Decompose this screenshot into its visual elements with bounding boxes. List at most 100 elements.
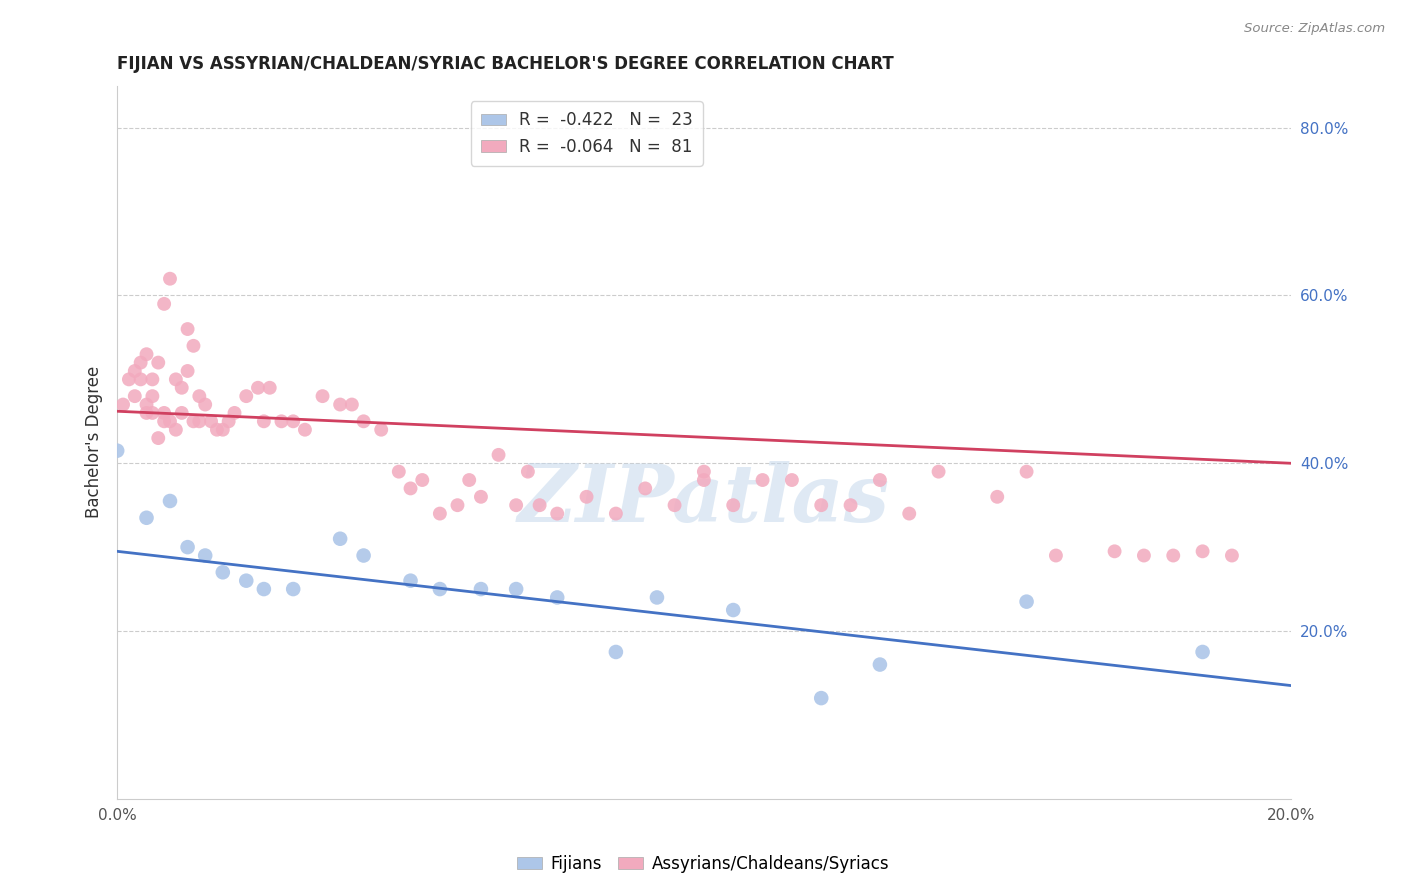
- Point: [235, 389, 257, 403]
- Point: [183, 339, 205, 353]
- Point: [153, 406, 176, 420]
- Point: [353, 414, 375, 428]
- Point: [246, 381, 269, 395]
- Point: [780, 473, 803, 487]
- Point: [399, 482, 422, 496]
- Point: [253, 414, 276, 428]
- Point: [1045, 549, 1067, 563]
- Point: [329, 398, 352, 412]
- Point: [211, 566, 233, 580]
- Point: [388, 465, 411, 479]
- Point: [411, 473, 433, 487]
- Point: [370, 423, 392, 437]
- Point: [224, 406, 246, 420]
- Point: [353, 549, 375, 563]
- Point: [170, 381, 193, 395]
- Point: [129, 372, 152, 386]
- Point: [124, 364, 146, 378]
- Y-axis label: Bachelor's Degree: Bachelor's Degree: [86, 366, 103, 518]
- Point: [153, 414, 176, 428]
- Point: [1015, 465, 1038, 479]
- Point: [283, 582, 305, 596]
- Point: [129, 356, 152, 370]
- Point: [1161, 549, 1184, 563]
- Point: [869, 473, 891, 487]
- Point: [693, 465, 716, 479]
- Point: [839, 498, 862, 512]
- Legend: Fijians, Assyrians/Chaldeans/Syriacs: Fijians, Assyrians/Chaldeans/Syriacs: [510, 848, 896, 880]
- Point: [470, 582, 492, 596]
- Point: [1015, 594, 1038, 608]
- Point: [188, 414, 211, 428]
- Point: [575, 490, 598, 504]
- Point: [211, 423, 233, 437]
- Point: [928, 465, 950, 479]
- Point: [634, 482, 657, 496]
- Point: [546, 591, 568, 605]
- Point: [105, 443, 128, 458]
- Point: [1191, 645, 1213, 659]
- Text: Source: ZipAtlas.com: Source: ZipAtlas.com: [1244, 22, 1385, 36]
- Point: [664, 498, 686, 512]
- Point: [1133, 549, 1156, 563]
- Text: ZIPatlas: ZIPatlas: [517, 460, 890, 538]
- Point: [505, 582, 527, 596]
- Point: [218, 414, 240, 428]
- Point: [721, 603, 744, 617]
- Point: [148, 356, 170, 370]
- Point: [429, 582, 451, 596]
- Point: [124, 389, 146, 403]
- Point: [165, 372, 187, 386]
- Point: [1191, 544, 1213, 558]
- Point: [118, 372, 141, 386]
- Point: [505, 498, 527, 512]
- Point: [200, 414, 222, 428]
- Point: [311, 389, 333, 403]
- Point: [135, 406, 157, 420]
- Point: [165, 423, 187, 437]
- Legend: R =  -0.422   N =  23, R =  -0.064   N =  81: R = -0.422 N = 23, R = -0.064 N = 81: [471, 102, 703, 166]
- Point: [605, 507, 627, 521]
- Point: [488, 448, 510, 462]
- Point: [153, 297, 176, 311]
- Point: [176, 540, 198, 554]
- Point: [148, 431, 170, 445]
- Point: [340, 398, 363, 412]
- Point: [986, 490, 1008, 504]
- Point: [176, 364, 198, 378]
- Point: [429, 507, 451, 521]
- Point: [194, 549, 217, 563]
- Point: [810, 498, 832, 512]
- Point: [176, 322, 198, 336]
- Point: [205, 423, 228, 437]
- Point: [170, 406, 193, 420]
- Point: [458, 473, 481, 487]
- Point: [159, 414, 181, 428]
- Point: [1220, 549, 1243, 563]
- Point: [270, 414, 292, 428]
- Point: [693, 473, 716, 487]
- Point: [294, 423, 316, 437]
- Point: [159, 494, 181, 508]
- Point: [159, 271, 181, 285]
- Point: [529, 498, 551, 512]
- Point: [141, 406, 163, 420]
- Point: [188, 389, 211, 403]
- Point: [516, 465, 538, 479]
- Point: [259, 381, 281, 395]
- Point: [869, 657, 891, 672]
- Point: [446, 498, 468, 512]
- Point: [1104, 544, 1126, 558]
- Point: [253, 582, 276, 596]
- Point: [721, 498, 744, 512]
- Point: [112, 398, 135, 412]
- Point: [141, 389, 163, 403]
- Point: [898, 507, 921, 521]
- Point: [546, 507, 568, 521]
- Point: [399, 574, 422, 588]
- Point: [235, 574, 257, 588]
- Point: [183, 414, 205, 428]
- Point: [470, 490, 492, 504]
- Point: [135, 347, 157, 361]
- Point: [135, 510, 157, 524]
